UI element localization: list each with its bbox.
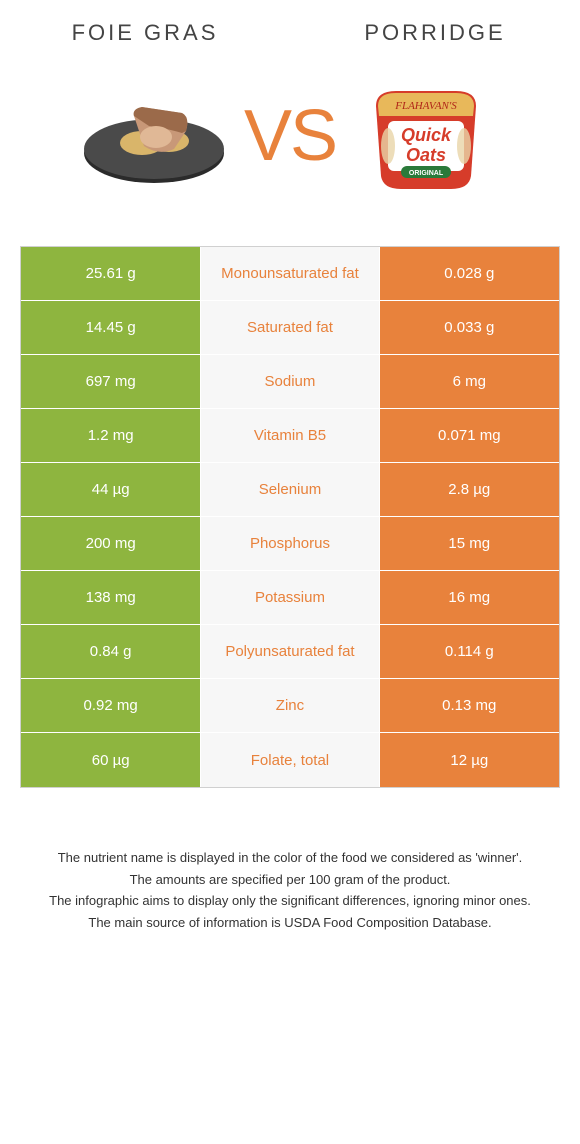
table-row: 697 mg Sodium 6 mg <box>21 355 559 409</box>
table-row: 14.45 g Saturated fat 0.033 g <box>21 301 559 355</box>
cell-left-value: 14.45 g <box>21 301 200 354</box>
svg-text:Quick: Quick <box>401 125 452 145</box>
food-image-right: FLAHAVAN'S Quick Oats ORIGINAL <box>346 76 506 196</box>
cell-nutrient-label: Phosphorus <box>200 517 379 570</box>
table-row: 0.84 g Polyunsaturated fat 0.114 g <box>21 625 559 679</box>
footnote-line: The infographic aims to display only the… <box>40 891 540 911</box>
cell-left-value: 1.2 mg <box>21 409 200 462</box>
table-row: 138 mg Potassium 16 mg <box>21 571 559 625</box>
cell-left-value: 44 µg <box>21 463 200 516</box>
infographic-container: Foie gras Porridge VS FLAHAVAN'S Quick <box>0 0 580 932</box>
cell-nutrient-label: Polyunsaturated fat <box>200 625 379 678</box>
cell-left-value: 0.92 mg <box>21 679 200 732</box>
cell-nutrient-label: Potassium <box>200 571 379 624</box>
cell-left-value: 60 µg <box>21 733 200 787</box>
cell-left-value: 200 mg <box>21 517 200 570</box>
footnotes: The nutrient name is displayed in the co… <box>0 788 580 932</box>
footnote-line: The amounts are specified per 100 gram o… <box>40 870 540 890</box>
cell-right-value: 0.071 mg <box>380 409 559 462</box>
food-image-left <box>74 76 234 196</box>
cell-right-value: 0.033 g <box>380 301 559 354</box>
cell-nutrient-label: Monounsaturated fat <box>200 247 379 300</box>
cell-right-value: 0.028 g <box>380 247 559 300</box>
cell-right-value: 15 mg <box>380 517 559 570</box>
table-row: 60 µg Folate, total 12 µg <box>21 733 559 787</box>
footnote-line: The nutrient name is displayed in the co… <box>40 848 540 868</box>
footnote-line: The main source of information is USDA F… <box>40 913 540 933</box>
title-left: Foie gras <box>0 20 290 46</box>
cell-left-value: 138 mg <box>21 571 200 624</box>
table-row: 44 µg Selenium 2.8 µg <box>21 463 559 517</box>
cell-nutrient-label: Folate, total <box>200 733 379 787</box>
cell-nutrient-label: Saturated fat <box>200 301 379 354</box>
table-row: 200 mg Phosphorus 15 mg <box>21 517 559 571</box>
cell-right-value: 2.8 µg <box>380 463 559 516</box>
cell-right-value: 6 mg <box>380 355 559 408</box>
table-row: 25.61 g Monounsaturated fat 0.028 g <box>21 247 559 301</box>
images-row: VS FLAHAVAN'S Quick Oats ORIGINAL <box>0 76 580 196</box>
cell-nutrient-label: Vitamin B5 <box>200 409 379 462</box>
cell-right-value: 16 mg <box>380 571 559 624</box>
cell-left-value: 25.61 g <box>21 247 200 300</box>
cell-nutrient-label: Sodium <box>200 355 379 408</box>
cell-right-value: 12 µg <box>380 733 559 787</box>
cell-right-value: 0.13 mg <box>380 679 559 732</box>
comparison-table: 25.61 g Monounsaturated fat 0.028 g 14.4… <box>20 246 560 788</box>
cell-left-value: 697 mg <box>21 355 200 408</box>
svg-text:Oats: Oats <box>406 145 446 165</box>
svg-text:FLAHAVAN'S: FLAHAVAN'S <box>394 100 457 112</box>
svg-text:ORIGINAL: ORIGINAL <box>409 170 444 177</box>
table-row: 1.2 mg Vitamin B5 0.071 mg <box>21 409 559 463</box>
vs-text: VS <box>244 95 336 177</box>
table-row: 0.92 mg Zinc 0.13 mg <box>21 679 559 733</box>
cell-right-value: 0.114 g <box>380 625 559 678</box>
cell-nutrient-label: Zinc <box>200 679 379 732</box>
cell-left-value: 0.84 g <box>21 625 200 678</box>
title-right: Porridge <box>290 20 580 46</box>
titles-row: Foie gras Porridge <box>0 20 580 46</box>
cell-nutrient-label: Selenium <box>200 463 379 516</box>
